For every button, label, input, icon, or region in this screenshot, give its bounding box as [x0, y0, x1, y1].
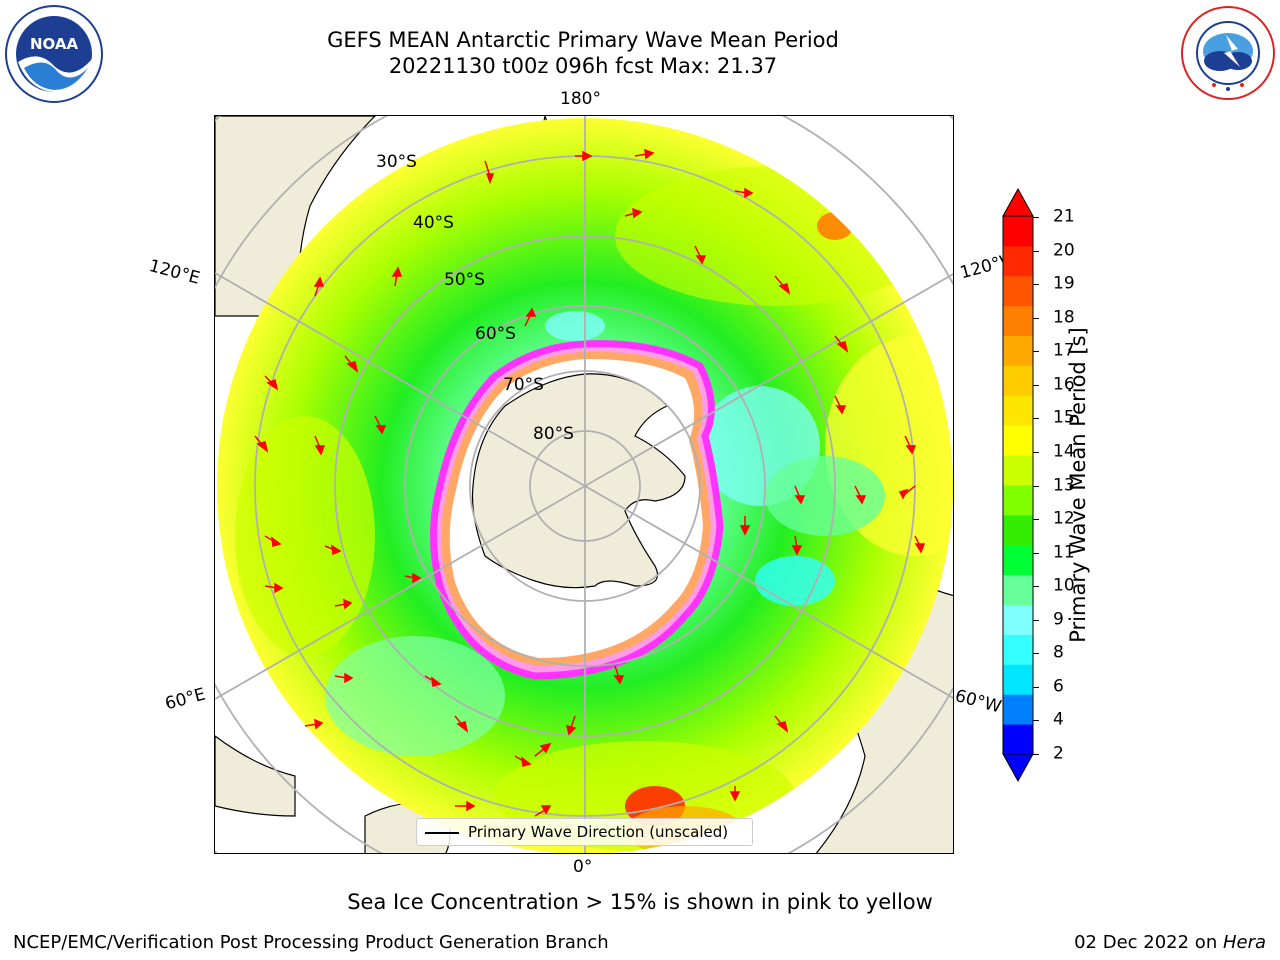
colorbar-tick-mark: [1033, 451, 1039, 453]
colorbar-band: [1003, 664, 1033, 695]
colorbar-tick-mark: [1033, 519, 1039, 521]
lat-label-30s: 30°S: [376, 152, 417, 172]
colorbar-tick-label: 2: [1053, 743, 1064, 764]
lat-label-50s: 50°S: [444, 270, 485, 290]
colorbar-band: [1003, 455, 1033, 486]
colorbar-tick-mark: [1033, 485, 1039, 487]
colorbar-band: [1003, 634, 1033, 665]
chart-title: GEFS MEAN Antarctic Primary Wave Mean Pe…: [327, 28, 839, 52]
colorbar-tick-mark: [1033, 317, 1039, 319]
colorbar-tick-mark: [1033, 217, 1039, 218]
colorbar-band: [1003, 574, 1033, 606]
noaa-logo: NOAA: [4, 4, 104, 104]
colorbar-band: [1003, 514, 1033, 546]
colorbar-band: [1003, 694, 1033, 725]
map-legend: Primary Wave Direction (unscaled): [416, 818, 753, 846]
colorbar-tick-mark: [1033, 653, 1039, 655]
colorbar-tick-label: 12: [1053, 508, 1075, 529]
colorbar-band: [1003, 604, 1033, 635]
legend-label: Primary Wave Direction (unscaled): [468, 823, 729, 841]
colorbar-band: [1003, 425, 1033, 456]
sea-ice-caption: Sea Ice Concentration > 15% is shown in …: [347, 890, 933, 914]
colorbar-tick-label: 20: [1053, 240, 1075, 261]
meridian-label-180: 180°: [560, 89, 601, 109]
colorbar-band: [1003, 275, 1033, 307]
colorbar-band: [1003, 216, 1033, 247]
colorbar-tick-label: 11: [1053, 542, 1075, 563]
meridian-label-120e: 120°E: [146, 256, 202, 289]
noaa-logo-text: NOAA: [30, 35, 79, 53]
colorbar-tick-label: 13: [1053, 475, 1075, 495]
colorbar-band: [1003, 245, 1033, 277]
footer-machine: Hera: [1222, 932, 1266, 953]
legend-line-swatch: [425, 832, 459, 834]
colorbar-tick-label: 4: [1053, 709, 1064, 730]
graticule: [215, 116, 953, 853]
antarctica: [471, 373, 686, 589]
colorbar-tick-label: 9: [1053, 609, 1064, 630]
colorbar-band: [1003, 335, 1033, 366]
colorbar-tick-label: 19: [1053, 273, 1075, 294]
colorbar-tick-mark: [1033, 720, 1039, 722]
colorbar-tick-mark: [1033, 619, 1039, 621]
lat-label-40s: 40°S: [413, 213, 454, 233]
chart-subtitle: 20221130 t00z 096h fcst Max: 21.37: [388, 54, 778, 78]
colorbar-tick-mark: [1033, 351, 1039, 353]
colorbar-tick-mark: [1033, 284, 1039, 286]
colorbar-band: [1003, 724, 1033, 755]
colorbar-tick-mark: [1033, 418, 1039, 420]
colorbar-band: [1003, 395, 1033, 426]
colorbar-tick-label: 16: [1053, 374, 1075, 395]
colorbar-tick-mark: [1033, 586, 1039, 588]
footer-date-text: 02 Dec 2022 on: [1074, 932, 1223, 953]
colorbar-tick-mark: [1033, 250, 1039, 252]
colorbar-tick-label: 14: [1053, 441, 1075, 462]
meridian-label-60w: 60°W: [952, 686, 1004, 718]
colorbar-band: [1003, 544, 1033, 576]
wave-direction-arrows: [254, 148, 926, 817]
colorbar-band: [1003, 365, 1033, 396]
colorbar-tick-label: 18: [1053, 307, 1075, 328]
colorbar-tick-mark: [1033, 754, 1039, 755]
colorbar-tick-mark: [1033, 384, 1039, 386]
meridian-label-0: 0°: [573, 857, 593, 877]
colorbar-tick-label: 17: [1053, 340, 1075, 361]
map-panel: Primary Wave Direction (unscaled): [214, 115, 954, 854]
meridian-label-60e: 60°E: [163, 684, 208, 715]
colorbar-tick-label: 10: [1053, 575, 1075, 596]
colorbar-band: [1003, 485, 1033, 516]
colorbar-label-text: Primary Wave Mean Period [s]: [1066, 327, 1090, 643]
footer-date: 02 Dec 2022 on Hera: [1074, 932, 1266, 953]
polar-map: [215, 116, 953, 853]
colorbar-tick-label: 6: [1053, 676, 1064, 697]
colorbar-tick-label: 8: [1053, 642, 1064, 663]
lat-label-60s: 60°S: [475, 324, 516, 344]
lat-label-70s: 70°S: [503, 375, 544, 395]
lat-label-80s: 80°S: [533, 424, 574, 444]
colorbar-tick-label: 15: [1053, 407, 1075, 428]
footer-organization: NCEP/EMC/Verification Post Processing Pr…: [13, 932, 609, 953]
colorbar-tick-mark: [1033, 686, 1039, 688]
colorbar: [1002, 187, 1034, 783]
colorbar-tick-label: 21: [1053, 206, 1075, 227]
nws-logo: [1180, 5, 1276, 101]
colorbar-band: [1003, 305, 1033, 337]
colorbar-tick-mark: [1033, 552, 1039, 554]
